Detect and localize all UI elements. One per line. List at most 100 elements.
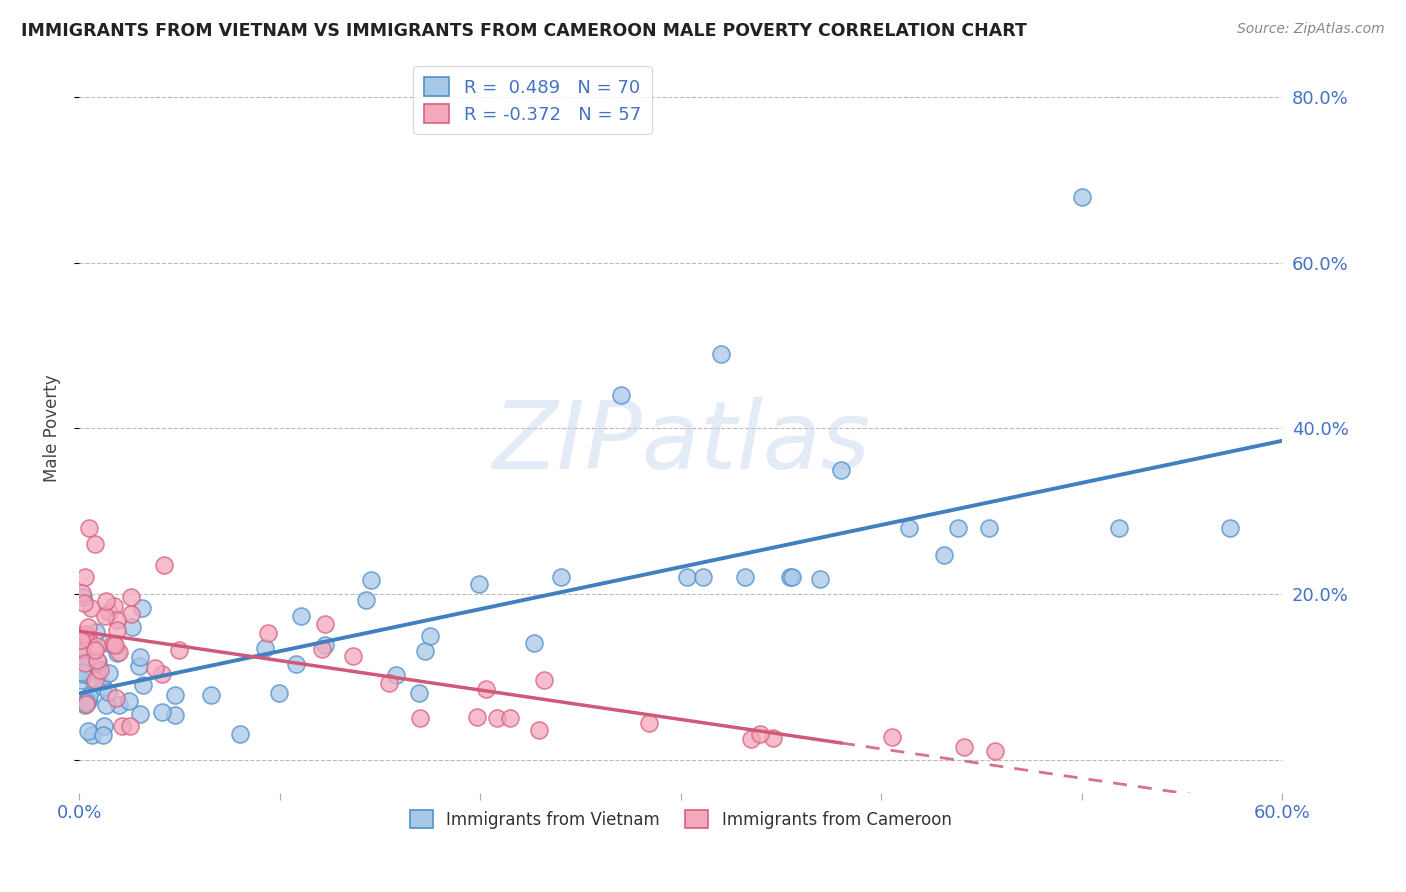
Point xyxy=(468,576,491,591)
Point xyxy=(315,616,337,631)
Point xyxy=(89,663,111,677)
Point xyxy=(128,707,150,722)
Point xyxy=(108,698,131,712)
Point xyxy=(98,666,121,681)
Point xyxy=(499,711,522,725)
Point xyxy=(167,642,190,657)
Point xyxy=(76,632,98,646)
Point xyxy=(419,629,441,643)
Point xyxy=(228,727,250,741)
Point xyxy=(384,667,406,681)
Point xyxy=(70,657,93,672)
Point xyxy=(163,707,186,722)
Point xyxy=(80,601,103,615)
Point xyxy=(70,673,93,687)
Point xyxy=(73,656,96,670)
Point xyxy=(254,641,277,656)
Point xyxy=(676,570,699,584)
Point xyxy=(808,572,831,586)
Point xyxy=(284,657,307,671)
Point xyxy=(523,636,546,650)
Point xyxy=(465,710,488,724)
Point xyxy=(977,521,1000,535)
Point xyxy=(80,728,103,742)
Point xyxy=(749,727,772,741)
Point xyxy=(84,537,107,551)
Point xyxy=(105,613,128,627)
Point xyxy=(84,624,107,639)
Point xyxy=(86,665,108,679)
Point xyxy=(267,686,290,700)
Point xyxy=(70,627,93,641)
Point xyxy=(984,744,1007,758)
Point xyxy=(486,711,509,725)
Point xyxy=(121,620,143,634)
Point xyxy=(710,347,733,361)
Point xyxy=(740,731,762,746)
Point xyxy=(72,667,94,681)
Text: Source: ZipAtlas.com: Source: ZipAtlas.com xyxy=(1237,22,1385,37)
Point xyxy=(120,607,142,621)
Point xyxy=(360,573,382,587)
Point xyxy=(132,678,155,692)
Point xyxy=(153,558,176,572)
Point xyxy=(1070,189,1092,203)
Point xyxy=(73,698,96,712)
Point xyxy=(311,642,333,657)
Point xyxy=(91,728,114,742)
Point xyxy=(77,521,100,535)
Point xyxy=(70,633,93,648)
Point xyxy=(76,693,98,707)
Point xyxy=(1219,521,1241,535)
Point xyxy=(356,593,378,607)
Legend: Immigrants from Vietnam, Immigrants from Cameroon: Immigrants from Vietnam, Immigrants from… xyxy=(404,804,959,835)
Point xyxy=(70,640,93,655)
Point xyxy=(550,570,572,584)
Point xyxy=(94,698,117,712)
Point xyxy=(475,681,498,696)
Point xyxy=(118,694,141,708)
Point xyxy=(408,686,430,700)
Point xyxy=(129,650,152,665)
Point xyxy=(77,689,100,703)
Point xyxy=(200,689,222,703)
Point xyxy=(120,719,142,733)
Point xyxy=(76,694,98,708)
Point xyxy=(527,723,550,738)
Point xyxy=(882,730,904,744)
Point xyxy=(150,667,173,681)
Point xyxy=(897,521,920,535)
Point xyxy=(70,694,93,708)
Point xyxy=(150,705,173,719)
Y-axis label: Male Poverty: Male Poverty xyxy=(44,375,60,483)
Point xyxy=(131,601,153,615)
Point xyxy=(128,659,150,673)
Point xyxy=(342,649,364,664)
Point xyxy=(93,680,115,694)
Point xyxy=(70,643,93,657)
Point xyxy=(84,673,107,687)
Point xyxy=(762,731,785,745)
Point xyxy=(94,608,117,623)
Point xyxy=(72,591,94,605)
Point xyxy=(290,609,312,624)
Point xyxy=(70,665,93,680)
Point xyxy=(143,661,166,675)
Point xyxy=(93,719,115,733)
Point xyxy=(87,656,110,670)
Point xyxy=(105,646,128,660)
Point xyxy=(101,637,124,651)
Point xyxy=(111,719,134,733)
Point xyxy=(734,570,756,584)
Point xyxy=(86,653,108,667)
Point xyxy=(780,570,803,584)
Point xyxy=(72,649,94,664)
Point xyxy=(108,645,131,659)
Point xyxy=(75,627,97,641)
Point xyxy=(77,724,100,739)
Point xyxy=(314,638,336,652)
Point xyxy=(409,711,432,725)
Point xyxy=(105,623,128,637)
Point xyxy=(1108,521,1130,535)
Point xyxy=(163,689,186,703)
